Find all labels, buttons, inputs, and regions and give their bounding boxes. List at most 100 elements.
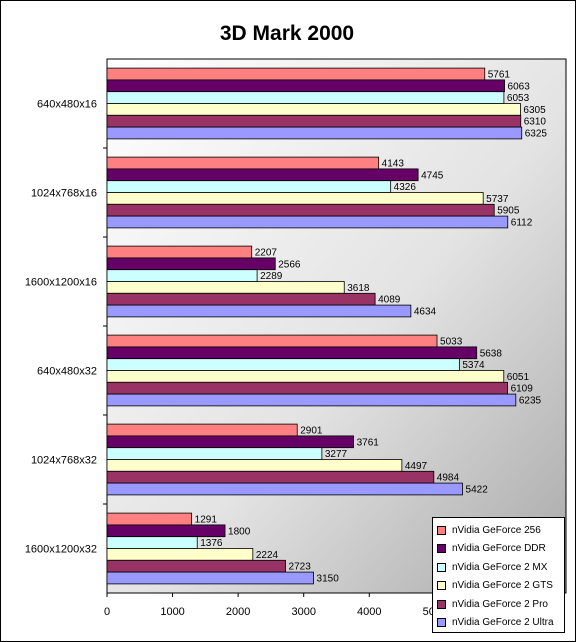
bar: [106, 393, 517, 407]
legend-swatch: [437, 544, 446, 554]
bar: [106, 358, 460, 371]
bar: [106, 346, 478, 360]
data-label: 3277: [325, 449, 348, 460]
legend-label: nVidia GeForce 2 MX: [452, 561, 548, 573]
data-label: 3150: [317, 574, 340, 585]
x-tick-label: 3000: [291, 606, 315, 618]
data-label: 5905: [497, 206, 520, 217]
bar: [106, 304, 412, 318]
data-label: 1376: [200, 538, 223, 549]
bar: [106, 245, 253, 259]
bar: [106, 512, 193, 526]
bar: [106, 126, 523, 140]
data-label: 4745: [421, 170, 444, 181]
data-label: 4326: [394, 182, 417, 193]
bar: [106, 423, 298, 437]
data-label: 2566: [278, 259, 301, 270]
data-label: 5033: [440, 337, 463, 348]
data-label: 6235: [519, 396, 542, 407]
bar: [106, 559, 286, 573]
bar: [106, 470, 435, 484]
data-label: 5422: [466, 485, 489, 496]
category-label: 640x480x16: [37, 99, 97, 111]
bar: [106, 114, 522, 128]
category-label: 1600x1200x16: [25, 277, 97, 289]
bar: [106, 91, 505, 104]
legend-swatch: [437, 618, 446, 628]
category-label: 1024x768x32: [31, 455, 97, 467]
data-label: 6051: [507, 372, 530, 383]
legend-swatch: [437, 581, 446, 591]
data-label: 6325: [525, 129, 548, 140]
x-tick-label: 4000: [357, 606, 381, 618]
data-label: 2901: [300, 426, 323, 437]
data-label: 6112: [511, 218, 533, 229]
bar: [106, 103, 521, 116]
bar: [106, 447, 323, 460]
x-tick-label: 2000: [226, 606, 250, 618]
data-label: 6305: [523, 105, 546, 116]
data-label: 5737: [486, 194, 509, 205]
data-label: 2224: [256, 550, 279, 561]
bar: [106, 215, 509, 229]
data-label: 6109: [511, 384, 534, 395]
data-label: 2289: [260, 271, 283, 282]
bar: [106, 524, 226, 538]
chart-title: 3D Mark 2000: [219, 22, 355, 45]
bar: [106, 180, 392, 193]
x-tick-label: 0: [104, 606, 110, 618]
data-label: 3761: [357, 437, 380, 448]
bar: [106, 435, 355, 449]
bar: [106, 381, 508, 395]
bar: [106, 192, 484, 205]
bar: [106, 370, 505, 383]
legend-item: nVidia GeForce 256: [437, 521, 564, 540]
data-label: 2723: [289, 562, 312, 573]
data-label: 1800: [228, 526, 251, 537]
data-label: 4089: [378, 295, 401, 306]
bar: [106, 156, 380, 170]
legend-label: nVidia GeForce 256: [452, 524, 541, 536]
legend-item: nVidia GeForce DDR: [437, 540, 564, 559]
data-label: 5638: [480, 348, 503, 359]
plot-area: [106, 58, 567, 594]
bar: [106, 536, 198, 549]
data-label: 5374: [462, 360, 485, 371]
data-label: 4634: [414, 307, 437, 318]
legend-swatch: [437, 562, 446, 572]
data-label: 4143: [382, 159, 405, 170]
data-label: 2207: [255, 248, 278, 259]
bar: [106, 257, 276, 271]
legend-item: nVidia GeForce 2 MX: [437, 558, 564, 577]
data-label: 6063: [508, 81, 531, 92]
data-label: 3618: [347, 283, 370, 294]
bar: [106, 548, 254, 561]
legend-label: nVidia GeForce 2 Ultra: [452, 617, 554, 629]
legend-item: nVidia GeForce 2 Pro: [437, 595, 564, 614]
data-label: 4984: [437, 473, 460, 484]
data-label: 4497: [405, 461, 428, 472]
legend-item: nVidia GeForce 2 Ultra: [437, 614, 564, 633]
legend-label: nVidia GeForce 2 GTS: [452, 580, 553, 592]
bar: [106, 67, 486, 81]
data-label: 1291: [195, 515, 218, 526]
bar: [106, 203, 495, 217]
bar: [106, 292, 376, 306]
bar: [106, 79, 505, 93]
data-label: 6053: [507, 93, 530, 104]
legend-item: nVidia GeForce 2 GTS: [437, 577, 564, 596]
data-label: 6310: [524, 117, 547, 128]
data-label: 5761: [488, 70, 511, 81]
legend: nVidia GeForce 256 nVidia GeForce DDR nVid…: [432, 517, 565, 633]
bar: [106, 334, 438, 348]
bar: [106, 459, 403, 472]
legend-swatch: [437, 525, 446, 535]
category-label: 1024x768x16: [31, 188, 97, 200]
bar: [106, 482, 463, 496]
legend-label: nVidia GeForce 2 Pro: [452, 598, 548, 610]
x-tick-label: 1000: [160, 606, 184, 618]
category-label: 640x480x32: [37, 366, 97, 378]
bar: [106, 281, 345, 294]
bar: [106, 168, 419, 182]
